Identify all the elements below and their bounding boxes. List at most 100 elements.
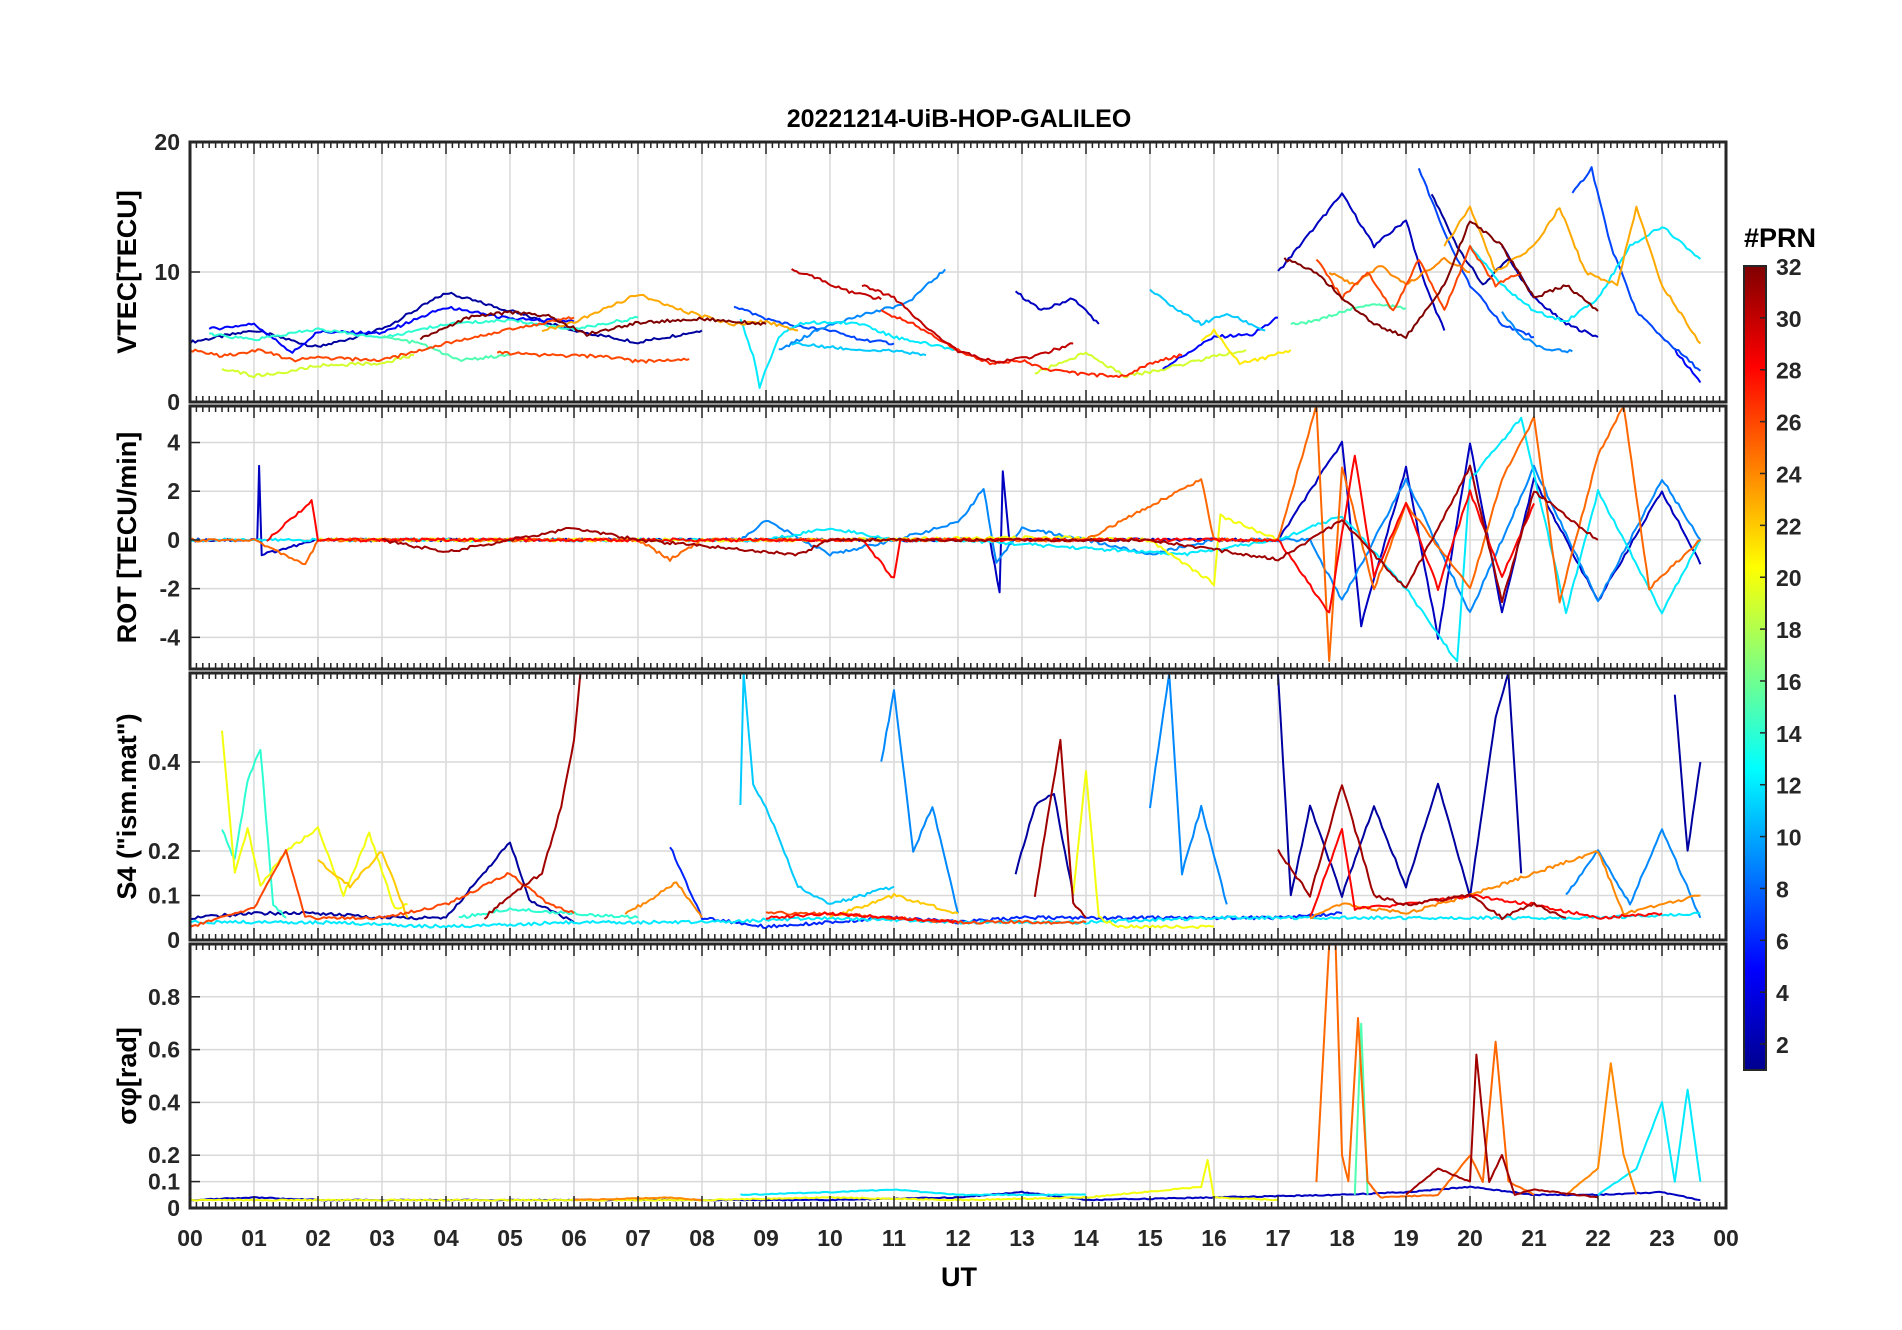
y-tick-label: 0: [167, 927, 180, 953]
colorbar-tick-label: 14: [1776, 721, 1802, 747]
x-tick-label: 17: [1265, 1225, 1291, 1251]
y-axis-label-sigma_phi: σφ[rad]: [112, 1027, 142, 1125]
colorbar-tick-label: 16: [1776, 669, 1802, 695]
sigma_phi-series-prn-12: [1597, 1088, 1702, 1196]
vtec-series-prn-12: [1469, 226, 1702, 323]
x-tick-label: 00: [1713, 1225, 1739, 1251]
x-tick-label: 21: [1521, 1225, 1547, 1251]
x-tick-label: 06: [561, 1225, 587, 1251]
colorbar-tick-label: 24: [1776, 461, 1802, 487]
x-tick-label: 05: [497, 1225, 523, 1251]
vtec-series-prn-15: [1290, 303, 1407, 326]
x-tick-label: 11: [882, 1225, 907, 1251]
x-tick-label: 09: [753, 1225, 779, 1251]
x-tick-label: 14: [1073, 1225, 1099, 1251]
y-tick-label: 0: [167, 389, 180, 415]
rot-series-group: [190, 406, 1702, 663]
x-tick-label: 16: [1201, 1225, 1227, 1251]
s4-series-prn-22: [829, 892, 959, 919]
x-tick-label: 20: [1457, 1225, 1483, 1251]
sigma_phi-series-prn-25: [1315, 944, 1535, 1199]
x-tick-label: 12: [945, 1225, 971, 1251]
s4-series-prn-2: [1673, 694, 1702, 852]
vtec-series-prn-15: [381, 335, 511, 362]
sigma_phi-series-prn-20: [190, 1159, 1279, 1202]
y-tick-label: 10: [154, 259, 180, 285]
x-tick-label: 22: [1585, 1225, 1611, 1251]
rot-series-prn-31: [381, 464, 1599, 604]
vtec-series-prn-19: [221, 353, 415, 379]
y-tick-label: 0.4: [148, 1089, 180, 1115]
s4-series-prn-24: [624, 881, 703, 919]
s4-series-prn-9: [1149, 673, 1228, 905]
x-tick-label: 23: [1649, 1225, 1675, 1251]
vtec-series-prn-3: [1277, 192, 1446, 331]
s4-series-prn-2: [1014, 793, 1075, 896]
sigma_phi-series-prn-31: [1405, 1053, 1599, 1199]
vtec-series-prn-11: [1149, 288, 1266, 332]
s4-series-prn-11: [739, 673, 895, 905]
y-tick-label: -4: [160, 624, 181, 650]
y-tick-label: 0.8: [148, 984, 180, 1010]
vtec-series-prn-19: [1034, 349, 1247, 379]
s4-series-prn-24: [1309, 850, 1701, 920]
s4-series-prn-12: [190, 911, 1701, 929]
vtec-series-prn-24: [1328, 256, 1470, 286]
s4-series-prn-28: [1309, 828, 1663, 920]
x-tick-label: 08: [689, 1225, 715, 1251]
s4-series-prn-26: [190, 849, 575, 928]
x-tick-label: 04: [433, 1225, 459, 1251]
s4-series-prn-22: [317, 851, 409, 919]
x-tick-label: 19: [1393, 1225, 1419, 1251]
s4-series-prn-20: [1072, 770, 1215, 929]
y-tick-label: 4: [167, 430, 180, 456]
vtec-series-prn-3: [1014, 290, 1100, 325]
vtec-series-prn-32: [1283, 220, 1599, 339]
y-tick-label: 0: [167, 1195, 180, 1221]
colorbar-tick-label: 4: [1776, 980, 1789, 1006]
vtec-series-prn-12: [739, 318, 959, 389]
y-tick-label: -2: [160, 576, 180, 602]
s4-series-prn-2: [1277, 673, 1523, 898]
x-axis-label: UT: [941, 1262, 977, 1292]
y-tick-label: 0.6: [148, 1037, 180, 1063]
s4-series-prn-9: [880, 689, 959, 914]
y-tick-label: 0.2: [148, 1142, 180, 1168]
colorbar-tick-label: 32: [1776, 254, 1802, 280]
colorbar-tick-label: 30: [1776, 306, 1802, 332]
colorbar-tick-label: 8: [1776, 876, 1789, 902]
vtec-series-prn-9: [1501, 311, 1573, 354]
x-tick-label: 07: [625, 1225, 651, 1251]
s4-series-prn-31: [1033, 738, 1087, 919]
y-tick-label: 0: [167, 527, 180, 553]
colorbar-tick-label: 6: [1776, 928, 1789, 954]
chart-title: 20221214-UiB-HOP-GALILEO: [787, 105, 1132, 133]
vtec-series-prn-23: [541, 293, 799, 333]
panel-rot: -4 -2 0 2 4 ROT [TECU/min]: [112, 404, 1728, 671]
vtec-series-prn-9: [778, 268, 946, 351]
vtec-series-prn-23: [1443, 205, 1702, 345]
s4-series-group: [190, 673, 1702, 929]
y-axis-label-s4: S4 ("ism.mat"): [112, 713, 142, 899]
y-axis-label-vtec: VTEC[TECU]: [112, 190, 142, 354]
colorbar-tick-label: 22: [1776, 513, 1802, 539]
vtec-series-prn-30: [861, 284, 1074, 364]
panel-vtec: 0 10 20 VTEC[TECU]: [112, 129, 1728, 415]
colorbar-tick-label: 2: [1776, 1032, 1789, 1058]
y-tick-label: 20: [154, 129, 180, 155]
panel-sigma_phi: 00.10.2 0.4 0.6 0.8σφ[rad]: [112, 942, 1728, 1221]
colorbar-label: #PRN: [1744, 223, 1816, 253]
sigma_phi-series-prn-24: [1565, 1062, 1638, 1196]
y-tick-label: 0.1: [148, 883, 180, 909]
colorbar-tick-label: 12: [1776, 773, 1802, 799]
x-tick-label: 18: [1329, 1225, 1355, 1251]
s4-series-prn-2: [190, 841, 575, 924]
y-tick-label: 0.4: [148, 749, 180, 775]
x-tick-label: 15: [1137, 1225, 1163, 1251]
colorbar-tick-label: 28: [1776, 358, 1802, 384]
colorbar-scale: [1743, 265, 1767, 1071]
